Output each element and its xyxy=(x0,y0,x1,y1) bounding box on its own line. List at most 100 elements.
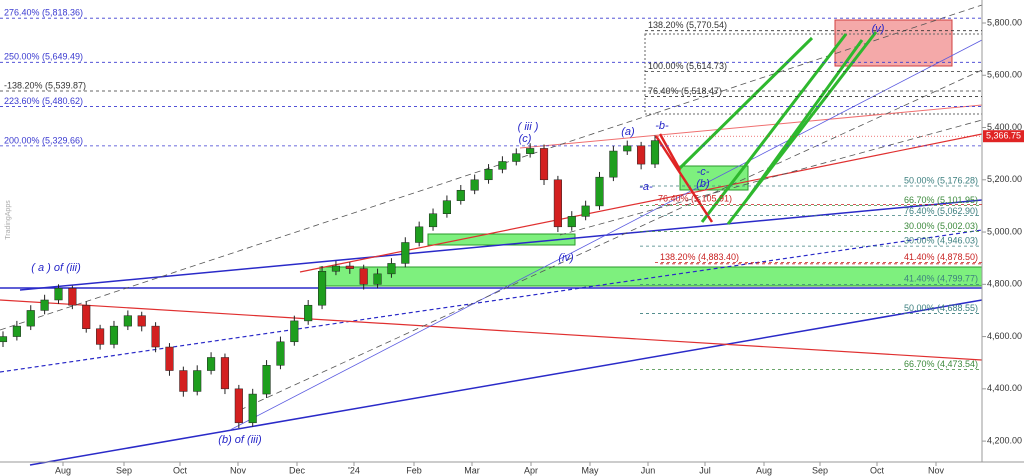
candle-body xyxy=(109,325,119,345)
trend-line xyxy=(0,299,983,361)
candle-body xyxy=(428,213,438,228)
candle-body xyxy=(484,169,493,181)
candle-body xyxy=(207,357,216,371)
fib-label: -138.20% (5,539.87) xyxy=(4,80,86,90)
candle-body xyxy=(193,370,202,392)
channel-line xyxy=(0,4,983,331)
x-tick-label: Aug xyxy=(756,465,772,475)
wave-label: (a) xyxy=(621,126,635,138)
fib-label: 30.00% (4,946.03) xyxy=(904,236,978,246)
x-tick-label: Aug xyxy=(55,465,71,475)
wave-label: ( a ) of (iii) xyxy=(31,262,81,274)
candle-body xyxy=(317,270,327,306)
x-tick-label: '24 xyxy=(348,465,360,475)
x-tick-label: Nov xyxy=(230,465,247,475)
candle-body xyxy=(220,357,230,390)
fib-label: 76.40% (5,105.91) xyxy=(658,194,732,204)
x-tick-label: Feb xyxy=(406,465,422,475)
projection xyxy=(678,36,814,170)
watermark: TradingApps xyxy=(5,200,12,240)
wave-label: (b) xyxy=(696,178,710,190)
candle-body xyxy=(26,310,35,327)
y-tick-label: 5,000.00 xyxy=(987,226,1022,236)
candle-body xyxy=(581,205,590,217)
fib-label: 66.70% (4,473.54) xyxy=(904,359,978,369)
candle-body xyxy=(456,189,465,201)
projection xyxy=(746,39,864,199)
wave-label: (c) xyxy=(519,133,532,145)
fib-label: 76.40% (5,062.90) xyxy=(904,206,978,216)
x-tick-label: Jul xyxy=(699,465,711,475)
candle-body xyxy=(470,179,479,191)
x-tick-label: Nov xyxy=(928,465,945,475)
wave-label: (iv) xyxy=(558,252,574,264)
candle-body xyxy=(539,148,549,181)
candle-body xyxy=(165,346,174,371)
candle-body xyxy=(304,304,313,322)
candle-body xyxy=(498,161,507,170)
fib-label: 50.00% (5,176.28) xyxy=(904,175,978,185)
channel-line xyxy=(239,69,983,411)
fib-label: 138.20% (4,883.40) xyxy=(660,252,739,262)
candle-body xyxy=(526,148,535,154)
trend-line xyxy=(29,299,983,466)
trend-line xyxy=(299,133,983,273)
candle-body xyxy=(82,304,91,329)
target-zone xyxy=(834,19,953,67)
wave-label: -c- xyxy=(697,166,710,178)
fib-label: 30.00% (5,002.03) xyxy=(904,221,978,231)
last-price-label: 5,366.75 xyxy=(986,131,1021,141)
y-tick-label: 4,200.00 xyxy=(987,435,1022,445)
projection xyxy=(700,33,848,223)
candle-body xyxy=(96,328,105,345)
y-tick-label: 4,800.00 xyxy=(987,279,1022,289)
fib-label: 66.70% (5,101.95) xyxy=(904,195,978,205)
trend-line xyxy=(0,229,983,373)
candle-body xyxy=(553,179,562,228)
candle-body xyxy=(137,315,146,327)
candle-body xyxy=(650,140,660,165)
fib-label: 276.40% (5,818.36) xyxy=(4,8,83,18)
last-price-box xyxy=(983,130,1024,143)
candle-body xyxy=(248,393,257,424)
x-tick-label: Mar xyxy=(464,465,480,475)
candle-body xyxy=(262,365,271,395)
fib-label: 41.40% (4,799.77) xyxy=(904,274,978,284)
fib-label: 76.40% (5,518.47) xyxy=(648,86,722,96)
x-tick-label: Oct xyxy=(173,465,188,475)
candle-body xyxy=(567,216,576,228)
candle-body xyxy=(68,287,77,306)
candle-body xyxy=(290,320,299,343)
candle-body xyxy=(609,150,618,178)
candle-body xyxy=(40,299,49,311)
candle-body xyxy=(637,145,646,165)
y-tick-label: 4,600.00 xyxy=(987,331,1022,341)
fib-label: 50.00% (4,688.55) xyxy=(904,303,978,313)
y-tick-label: 5,200.00 xyxy=(987,174,1022,184)
trend-line xyxy=(19,199,983,291)
candle-body xyxy=(442,200,451,215)
candle-body xyxy=(512,153,521,162)
candle-body xyxy=(595,176,604,207)
candle-body xyxy=(151,325,160,348)
candle-body xyxy=(123,315,132,327)
candle-body xyxy=(12,325,21,337)
candle-body xyxy=(401,242,410,264)
wave-label: (b) of (iii) xyxy=(218,434,262,446)
candle-body xyxy=(276,341,285,366)
support-zone xyxy=(319,266,983,287)
fib-label: 223.60% (5,480.62) xyxy=(4,96,83,106)
wave-label: (v) xyxy=(872,23,885,35)
fib-label: 200.00% (5,329.66) xyxy=(4,135,83,145)
candle-body xyxy=(0,336,8,343)
wave-label: -a- xyxy=(639,181,653,193)
x-tick-label: Jun xyxy=(641,465,656,475)
candle-body xyxy=(234,388,243,424)
fib-label: 41.40% (4,878.50) xyxy=(904,252,978,262)
x-tick-label: Sep xyxy=(812,465,828,475)
candle-body xyxy=(387,263,396,275)
wave-label: -b- xyxy=(655,120,669,132)
trend-lines xyxy=(0,4,983,466)
x-tick-label: Apr xyxy=(524,465,538,475)
